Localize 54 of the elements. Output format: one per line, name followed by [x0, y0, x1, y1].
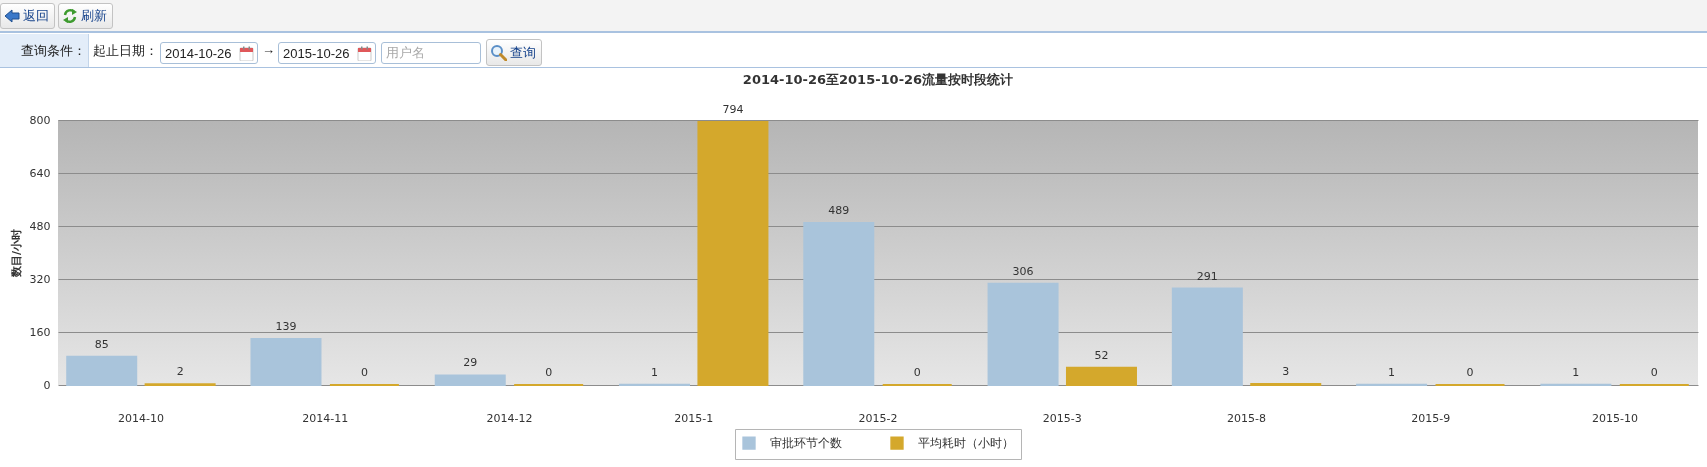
bar — [434, 374, 506, 386]
data-label: 0 — [545, 366, 553, 379]
data-label: 85 — [94, 337, 109, 351]
data-label: 306 — [1012, 264, 1034, 278]
y-axis-title: 数目/小时 — [9, 228, 23, 279]
username-field: 用户名 — [381, 42, 481, 64]
legend-label: 审批环节个数 — [770, 436, 842, 451]
x-tick-label: 2014-11 — [302, 411, 349, 425]
text: 起止日期： — [93, 43, 158, 58]
data-label: 794 — [722, 102, 744, 116]
bar — [697, 120, 769, 386]
y-tick-label: 640 — [29, 166, 51, 180]
data-label: 0 — [1650, 366, 1658, 379]
text: → — [262, 42, 275, 57]
refresh-button: 刷新 — [58, 3, 113, 29]
y-tick-label: 480 — [29, 219, 51, 233]
chart-title: 2014-10-26至2015-10-26流量按时段统计 — [742, 71, 1014, 87]
x-tick-label: 2015-2 — [858, 411, 898, 425]
x-tick-label: 2015-3 — [1042, 411, 1082, 425]
y-tick-label: 320 — [29, 272, 51, 286]
data-label: 29 — [463, 356, 478, 370]
text: 查询条件： — [21, 43, 86, 58]
x-tick-label: 2015-9 — [1411, 411, 1451, 425]
data-label: 2 — [176, 365, 184, 379]
bar — [66, 355, 138, 386]
data-label: 291 — [1196, 269, 1218, 283]
bar — [987, 282, 1059, 386]
y-tick-label: 0 — [43, 378, 51, 392]
bar — [1065, 366, 1137, 386]
data-label: 0 — [913, 366, 921, 379]
x-tick-label: 2015-8 — [1227, 411, 1267, 425]
data-label: 139 — [275, 319, 297, 333]
back-button: 返回 — [0, 3, 55, 29]
x-tick-label: 2015-10 — [1592, 411, 1639, 425]
data-label: 0 — [360, 366, 368, 379]
x-tick-label: 2014-10 — [117, 411, 164, 425]
y-tick-label: 160 — [29, 325, 51, 339]
date-field: 2015-10-26 — [278, 42, 376, 64]
data-label: 52 — [1094, 348, 1109, 362]
x-tick-label: 2014-12 — [486, 411, 533, 425]
date-field: 2014-10-26 — [160, 42, 258, 64]
data-label: 1 — [1388, 365, 1396, 379]
search-button: 查询 — [486, 39, 542, 66]
legend-label: 平均耗时（小时） — [918, 436, 1014, 451]
data-label: 489 — [828, 204, 850, 218]
data-label: 3 — [1282, 365, 1290, 379]
x-tick-label: 2015-1 — [674, 411, 714, 425]
data-label: 1 — [651, 365, 659, 379]
y-tick-label: 800 — [29, 113, 51, 127]
data-label: 1 — [1572, 365, 1580, 379]
data-label: 0 — [1466, 366, 1474, 379]
bar — [803, 222, 875, 386]
bar — [250, 337, 322, 386]
bar — [1171, 287, 1243, 386]
